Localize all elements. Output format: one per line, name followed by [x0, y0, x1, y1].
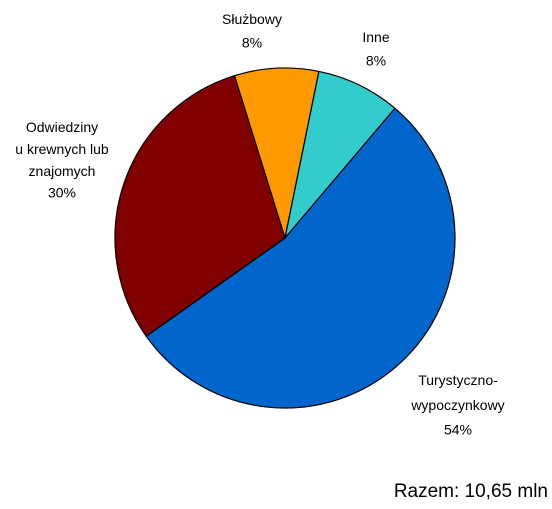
total-note: Razem: 10,65 mln — [394, 481, 548, 502]
slice-label: Turystyczno-wypoczynkowy — [410, 372, 504, 413]
slice-label: Inne — [362, 29, 389, 45]
slice-label: Służbowy — [222, 11, 282, 27]
slice-value-label: 30% — [48, 185, 76, 201]
slice-value-label: 8% — [366, 53, 386, 69]
pie-slice — [114, 74, 286, 338]
slice-label: Odwiedziny u krewnych lub znajomych — [15, 119, 109, 179]
pie-slice — [145, 107, 456, 409]
slice-value-label: 54% — [444, 422, 472, 438]
slice-value-label: 8% — [242, 35, 262, 51]
